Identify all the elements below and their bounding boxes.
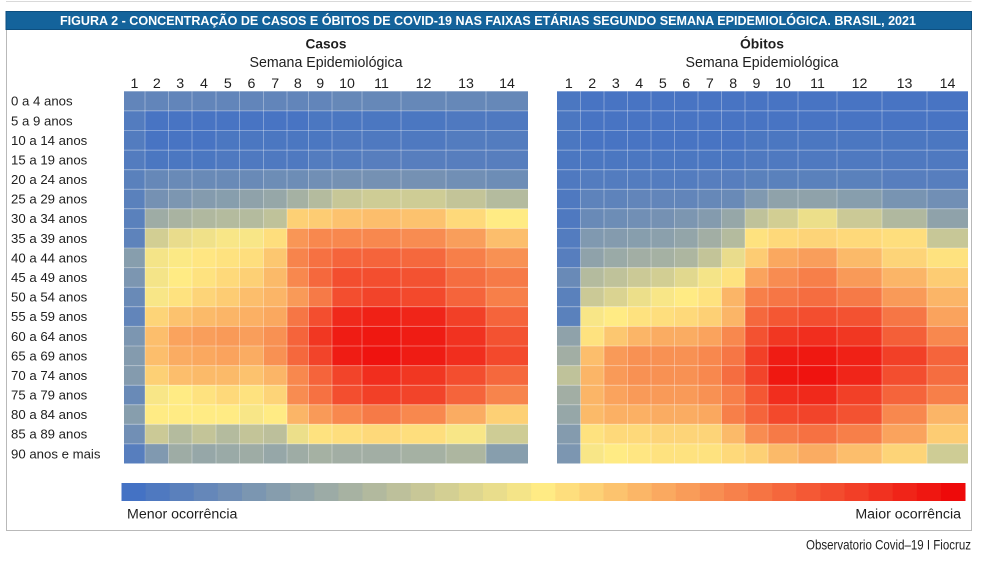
svg-text:12: 12 xyxy=(852,76,868,92)
svg-text:80 a 84 anos: 80 a 84 anos xyxy=(11,407,88,422)
svg-text:6: 6 xyxy=(682,76,690,92)
svg-text:2: 2 xyxy=(153,76,161,92)
svg-text:25 a 29 anos: 25 a 29 anos xyxy=(11,192,88,207)
svg-text:14: 14 xyxy=(940,76,956,92)
svg-text:10 a 14 anos: 10 a 14 anos xyxy=(11,133,88,148)
svg-text:Menor ocorrência: Menor ocorrência xyxy=(127,507,238,523)
svg-text:Casos: Casos xyxy=(306,36,347,52)
svg-text:5: 5 xyxy=(224,76,232,92)
svg-text:11: 11 xyxy=(374,76,389,92)
svg-text:15 a 19 anos: 15 a 19 anos xyxy=(11,153,88,168)
svg-text:Semana Epidemiológica: Semana Epidemiológica xyxy=(686,54,840,71)
svg-text:1: 1 xyxy=(131,76,139,92)
svg-text:7: 7 xyxy=(271,76,279,92)
svg-text:10: 10 xyxy=(339,76,355,92)
svg-text:5: 5 xyxy=(659,76,667,92)
svg-text:45 a 49 anos: 45 a 49 anos xyxy=(11,270,88,285)
svg-text:4: 4 xyxy=(200,76,208,92)
svg-text:30 a 34 anos: 30 a 34 anos xyxy=(11,211,88,226)
svg-text:2: 2 xyxy=(588,76,596,92)
svg-text:Semana Epidemiológica: Semana Epidemiológica xyxy=(250,54,404,71)
svg-text:Maior ocorrência: Maior ocorrência xyxy=(855,507,961,523)
svg-text:13: 13 xyxy=(458,76,474,92)
svg-text:6: 6 xyxy=(248,76,256,92)
svg-text:8: 8 xyxy=(294,76,302,92)
svg-text:35 a 39 anos: 35 a 39 anos xyxy=(11,231,88,246)
svg-text:11: 11 xyxy=(810,76,825,92)
svg-text:14: 14 xyxy=(499,76,515,92)
svg-text:70 a 74 anos: 70 a 74 anos xyxy=(11,368,88,383)
svg-text:Óbitos: Óbitos xyxy=(740,35,784,52)
svg-text:10: 10 xyxy=(775,76,791,92)
svg-text:Observatorio Covid–19 I Fiocru: Observatorio Covid–19 I Fiocruz xyxy=(806,536,971,552)
svg-text:9: 9 xyxy=(753,76,761,92)
svg-text:0 a 4 anos: 0 a 4 anos xyxy=(11,94,73,109)
svg-text:85 a 89 anos: 85 a 89 anos xyxy=(11,427,88,442)
svg-text:75 a 79 anos: 75 a 79 anos xyxy=(11,388,88,403)
svg-text:40 a 44 anos: 40 a 44 anos xyxy=(11,250,88,265)
svg-text:3: 3 xyxy=(612,76,620,92)
svg-text:12: 12 xyxy=(416,76,432,92)
svg-text:3: 3 xyxy=(176,76,184,92)
svg-text:60 a 64 anos: 60 a 64 anos xyxy=(11,329,88,344)
svg-text:7: 7 xyxy=(706,76,714,92)
svg-text:20 a 24 anos: 20 a 24 anos xyxy=(11,172,88,187)
svg-text:FIGURA 2 - CONCENTRAÇÃO DE CAS: FIGURA 2 - CONCENTRAÇÃO DE CASOS E ÓBITO… xyxy=(60,13,916,28)
svg-text:4: 4 xyxy=(635,76,643,92)
svg-text:65 a 69 anos: 65 a 69 anos xyxy=(11,348,88,363)
svg-text:90 anos e mais: 90 anos e mais xyxy=(11,446,101,461)
svg-text:50 a 54 anos: 50 a 54 anos xyxy=(11,290,88,305)
svg-text:9: 9 xyxy=(316,76,324,92)
svg-text:55 a 59 anos: 55 a 59 anos xyxy=(11,309,88,324)
svg-text:1: 1 xyxy=(565,76,573,92)
svg-text:8: 8 xyxy=(729,76,737,92)
svg-text:5 a 9 anos: 5 a 9 anos xyxy=(11,113,73,128)
svg-text:13: 13 xyxy=(897,76,913,92)
